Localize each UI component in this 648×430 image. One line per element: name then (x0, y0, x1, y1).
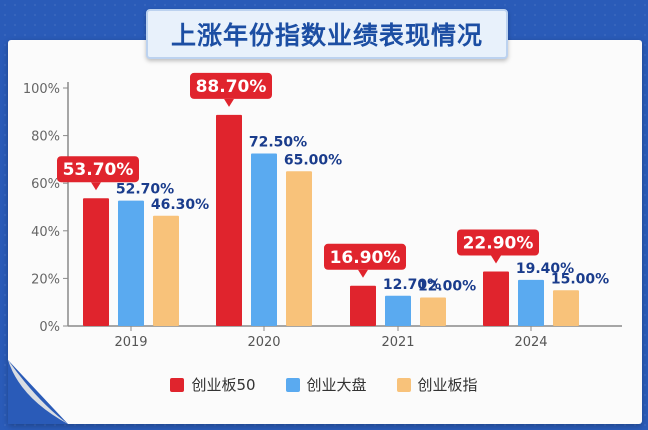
bar (483, 271, 509, 326)
y-tick-label: 0% (39, 320, 60, 335)
data-label: 12.70% (383, 277, 441, 293)
data-label: 19.40% (516, 261, 574, 277)
value-label-box (457, 229, 539, 256)
x-tick-label: 2024 (514, 335, 547, 350)
value-label-pointer (491, 255, 501, 264)
legend-item-cybz: 创业板指 (396, 374, 478, 395)
y-tick-label: 20% (31, 272, 60, 287)
data-label: 15.00% (551, 271, 609, 287)
y-tick-label: 100% (23, 82, 60, 97)
legend-swatch (170, 377, 185, 392)
bar (518, 279, 544, 326)
x-tick-label: 2019 (114, 335, 147, 350)
bar (118, 200, 144, 326)
data-label: 52.70% (116, 182, 174, 198)
value-label-pointer (91, 182, 101, 191)
bar (83, 198, 109, 326)
legend-label: 创业大盘 (306, 376, 367, 394)
bar (216, 114, 242, 326)
value-label-box (57, 156, 139, 183)
value-label-box (324, 243, 406, 270)
data-label: 22.90% (463, 233, 534, 253)
y-tick-label: 40% (31, 225, 60, 240)
data-label: 65.00% (284, 152, 342, 168)
data-label: 88.70% (196, 77, 267, 97)
title-banner: 上涨年份指数业绩表现情况 (146, 9, 508, 59)
x-tick-label: 2020 (247, 335, 280, 350)
x-tick-label: 2021 (381, 335, 414, 350)
data-label: 46.30% (151, 197, 209, 213)
value-label-pointer (224, 98, 234, 107)
legend-swatch (396, 377, 411, 392)
bar (153, 215, 179, 326)
legend-swatch (285, 377, 300, 392)
value-label-pointer (358, 269, 368, 278)
y-tick-label: 80% (31, 130, 60, 145)
value-label-box (190, 72, 272, 99)
data-label: 16.90% (330, 248, 401, 268)
data-label: 72.50% (249, 134, 307, 150)
chart-title: 上涨年份指数业绩表现情况 (170, 21, 483, 50)
bar (385, 295, 411, 326)
bar (251, 153, 277, 326)
legend-label: 创业板50 (191, 376, 256, 394)
bar (286, 171, 312, 326)
y-tick-label: 60% (31, 177, 60, 192)
legend-item-cyb50: 创业板50 (170, 374, 256, 395)
bar (553, 290, 579, 326)
data-label: 12.00% (418, 278, 476, 294)
legend-label: 创业板指 (417, 376, 478, 394)
bar (420, 297, 446, 326)
bar (350, 285, 376, 326)
data-label: 53.70% (63, 160, 134, 180)
legend: 创业板50 创业大盘 创业板指 (0, 374, 648, 395)
legend-item-cydp: 创业大盘 (285, 374, 367, 395)
paper-curl (8, 360, 68, 424)
